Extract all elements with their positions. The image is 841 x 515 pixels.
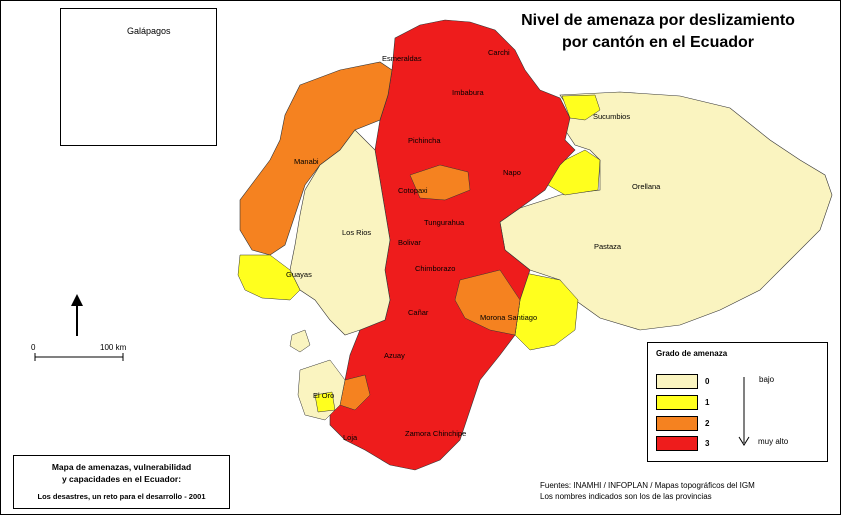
label-tungurahua: Tungurahua xyxy=(424,218,465,227)
label-pichincha: Pichincha xyxy=(408,136,441,145)
label-sucumbios: Sucumbios xyxy=(593,112,631,121)
galapagos-inset xyxy=(60,8,217,146)
legend-arrow-icon xyxy=(738,377,750,446)
region-west-orange xyxy=(239,61,393,256)
label-bolivar: Bolivar xyxy=(398,238,421,247)
galapagos-label: Galápagos xyxy=(127,26,171,36)
label-azuay: Azuay xyxy=(384,351,405,360)
label-carchi: Carchi xyxy=(488,48,510,57)
credit-box: Mapa de amenazas, vulnerabilidad y capac… xyxy=(13,455,230,509)
label-chimborazo: Chimborazo xyxy=(415,264,456,273)
region-cotopaxi-orange xyxy=(409,164,471,201)
label-napo: Napo xyxy=(503,168,521,177)
legend-swatch-1 xyxy=(656,395,698,410)
title-line-1: Nivel de amenaza por deslizamiento xyxy=(521,12,795,29)
label-morona: Morona Santiago xyxy=(480,313,538,322)
sources-line-1: Fuentes: INAMHI / INFOPLAN / Mapas topog… xyxy=(540,481,755,490)
scale-end-label: 100 km xyxy=(100,343,127,352)
label-guayas: Guayas xyxy=(286,270,312,279)
label-pastaza: Pastaza xyxy=(594,242,622,251)
label-canar: Cañar xyxy=(408,308,429,317)
label-orellana: Orellana xyxy=(632,182,661,191)
region-sucumbios-yellow xyxy=(561,94,601,121)
region-south-orange xyxy=(454,269,521,336)
scale-start-label: 0 xyxy=(31,343,36,352)
map-title: Nivel de amenaza por deslizamiento por c… xyxy=(478,10,838,54)
legend-value-1: 1 xyxy=(705,398,710,407)
legend: Grado de amenaza 0 1 2 3 bajo muy alto xyxy=(647,342,828,462)
label-loja: Loja xyxy=(343,433,358,442)
legend-value-2: 2 xyxy=(705,419,710,428)
legend-value-0: 0 xyxy=(705,377,710,386)
region-orellana-pastaza xyxy=(499,91,833,331)
sources: Fuentes: INAMHI / INFOPLAN / Mapas topog… xyxy=(540,480,755,502)
label-zamora: Zamora Chinchipe xyxy=(405,429,467,438)
label-imbabura: Imbabura xyxy=(452,88,484,97)
credit-line-1: Mapa de amenazas, vulnerabilidad xyxy=(51,462,192,472)
region-lowlands-pale xyxy=(289,129,391,336)
label-manabi: Manabi xyxy=(294,157,319,166)
legend-high-label: muy alto xyxy=(758,437,789,446)
sources-line-2: Los nombres indicados son los de las pro… xyxy=(540,492,712,501)
legend-title: Grado de amenaza xyxy=(656,349,728,358)
legend-swatch-2 xyxy=(656,416,698,431)
island-puna xyxy=(289,329,311,353)
label-cotopaxi: Cotopaxi xyxy=(398,186,428,195)
region-guayas-yellow xyxy=(237,254,301,301)
legend-low-label: bajo xyxy=(759,375,775,384)
region-eloro-yellow xyxy=(314,391,336,413)
label-los-rios: Los Rios xyxy=(342,228,372,237)
legend-value-3: 3 xyxy=(705,439,710,448)
legend-swatch-3 xyxy=(656,436,698,451)
label-esmeraldas: Esmeraldas xyxy=(382,54,422,63)
credit-line-2: y capacidades en el Ecuador: xyxy=(61,474,182,484)
legend-swatch-0 xyxy=(656,374,698,389)
north-arrow-head xyxy=(71,294,83,306)
title-line-2: por cantón en el Ecuador xyxy=(561,34,755,51)
credit-line-3: Los desastres, un reto para el desarroll… xyxy=(37,492,206,501)
label-el-oro: El Oro xyxy=(313,391,335,400)
